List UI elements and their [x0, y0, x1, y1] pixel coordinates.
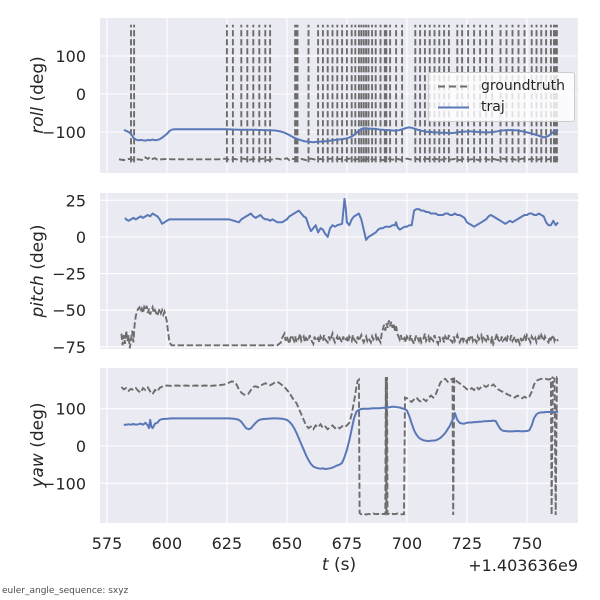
- yaw-groundtruth-line: [120, 375, 559, 516]
- pitch-plot-area: [100, 193, 578, 349]
- legend-item-traj: traj: [438, 99, 565, 116]
- pitch-y-tick-label: −75: [52, 338, 86, 357]
- legend-label-groundtruth: groundtruth: [481, 78, 566, 94]
- roll-traj-line: [123, 126, 559, 144]
- x-tick-label: 575: [92, 534, 123, 553]
- pitch-y-tick-label: 25: [66, 191, 86, 210]
- pitch-y-tick-label: −25: [52, 265, 86, 284]
- yaw-y-tick-label: 0: [76, 437, 86, 456]
- legend-item-groundtruth: groundtruth: [438, 78, 565, 95]
- x-axis-label: t (s): [100, 555, 578, 575]
- pitch-axis-label-var: pitch: [28, 275, 48, 318]
- x-tick-label: 750: [512, 534, 543, 553]
- yaw-axis-label-unit: (deg): [28, 402, 48, 454]
- legend-label-traj: traj: [481, 99, 505, 115]
- roll-y-tick-label: 0: [76, 85, 86, 104]
- x-tick-label: 675: [332, 534, 363, 553]
- pitch-traj-line: [124, 197, 559, 241]
- solid-line-sample: [438, 106, 469, 109]
- roll-axis-label-var: roll: [28, 106, 48, 134]
- pitch-y-tick-label: 0: [76, 228, 86, 247]
- x-tick-label: 700: [392, 534, 423, 553]
- pitch-axis-label: pitch (deg): [28, 224, 48, 317]
- euler-angle-sequence-annotation: euler_angle_sequence: sxyz: [2, 586, 129, 596]
- yaw-y-tick-label: 100: [55, 400, 86, 419]
- x-tick-label: 650: [272, 534, 303, 553]
- x-axis-offset-text: +1.403636e9: [468, 556, 578, 575]
- yaw-axis-label-var: yaw: [28, 453, 48, 488]
- pitch-y-tick-label: −50: [52, 301, 86, 320]
- roll-y-tick-label: 100: [55, 47, 86, 66]
- legend: groundtruth traj: [428, 72, 575, 122]
- roll-y-tick-label: −100: [42, 123, 86, 142]
- x-axis-label-unit: (s): [328, 555, 357, 575]
- roll-axis-label: roll (deg): [28, 56, 48, 134]
- x-tick-label: 600: [152, 534, 183, 553]
- yaw-axis-label: yaw (deg): [28, 402, 48, 487]
- x-tick-label: 625: [212, 534, 243, 553]
- pitch-groundtruth-line: [120, 304, 559, 349]
- dashed-line-sample: [438, 85, 469, 88]
- roll-axis-label-unit: (deg): [28, 56, 48, 107]
- yaw-y-tick-label: −100: [42, 474, 86, 493]
- pitch-axis-label-unit: (deg): [28, 224, 48, 276]
- yaw-traj-line: [123, 405, 559, 471]
- x-axis-label-var: t: [321, 555, 329, 575]
- x-tick-label: 725: [452, 534, 483, 553]
